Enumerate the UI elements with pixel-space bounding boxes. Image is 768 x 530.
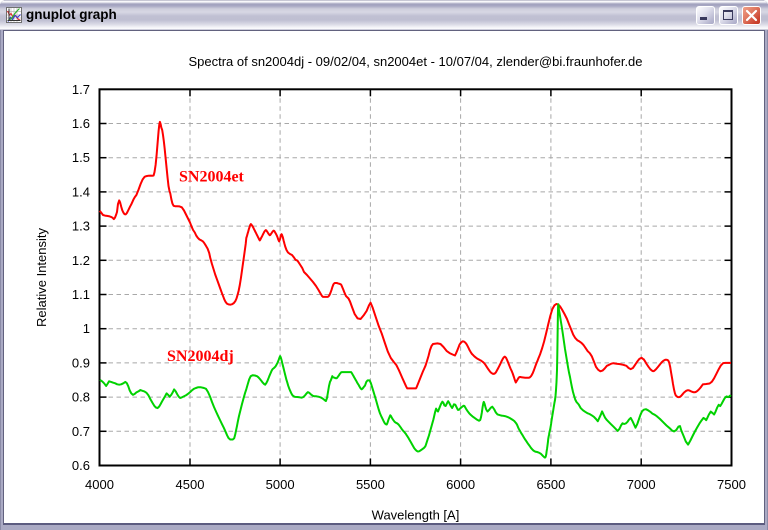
svg-text:6500: 6500	[536, 477, 565, 492]
svg-text:Wavelength [A]: Wavelength [A]	[372, 508, 460, 523]
svg-text:0.7: 0.7	[72, 424, 90, 439]
svg-text:1.7: 1.7	[72, 82, 90, 97]
svg-text:7000: 7000	[627, 477, 656, 492]
svg-text:SN2004dj: SN2004dj	[167, 348, 234, 365]
svg-text:1.1: 1.1	[72, 287, 90, 302]
svg-text:Relative Intensity: Relative Intensity	[34, 228, 49, 327]
svg-text:1.3: 1.3	[72, 219, 90, 234]
svg-text:Spectra of sn2004dj - 09/02/04: Spectra of sn2004dj - 09/02/04, sn2004et…	[188, 54, 642, 69]
svg-text:1: 1	[83, 321, 90, 336]
svg-text:SN2004et: SN2004et	[179, 169, 245, 186]
svg-text:1.4: 1.4	[72, 184, 90, 199]
svg-text:4500: 4500	[176, 477, 205, 492]
svg-text:1.6: 1.6	[72, 116, 90, 131]
svg-text:7500: 7500	[717, 477, 746, 492]
svg-text:1.2: 1.2	[72, 253, 90, 268]
svg-text:0.8: 0.8	[72, 390, 90, 405]
svg-text:0.9: 0.9	[72, 355, 90, 370]
svg-text:1.5: 1.5	[72, 150, 90, 165]
svg-text:6000: 6000	[446, 477, 475, 492]
svg-text:0.6: 0.6	[72, 458, 90, 473]
svg-text:5500: 5500	[356, 477, 385, 492]
svg-text:4000: 4000	[85, 477, 114, 492]
svg-text:5000: 5000	[266, 477, 295, 492]
